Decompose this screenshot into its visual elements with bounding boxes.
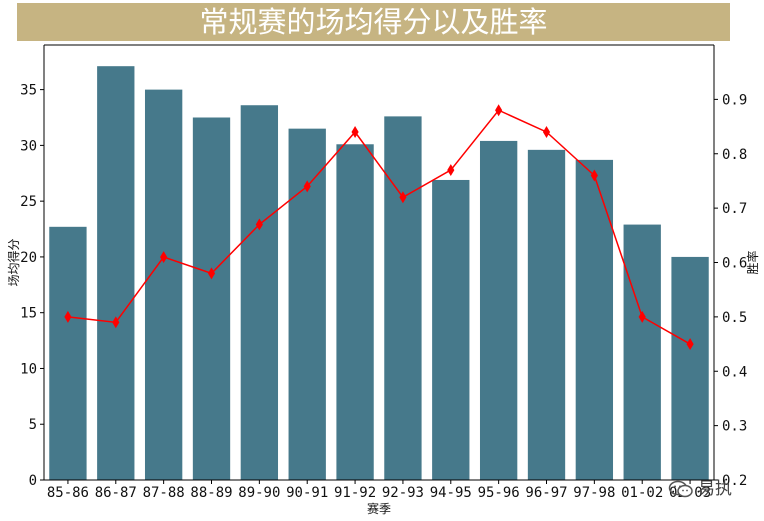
- chart-title: 常规赛的场均得分以及胜率: [199, 5, 548, 39]
- y-right-tick-label: 0.7: [722, 201, 747, 217]
- x-tick-label: 88-89: [190, 485, 232, 501]
- bar-85-86: [49, 226, 87, 480]
- y-right-tick-label: 0.3: [722, 419, 747, 435]
- bar-86-87: [97, 66, 135, 480]
- winrate-point-87-88: [160, 251, 168, 264]
- winrate-point-85-86: [64, 310, 72, 323]
- wechat-icon: [668, 480, 693, 498]
- winrate-point-89-90: [255, 218, 263, 231]
- y-right-tick-label: 0.5: [722, 310, 747, 326]
- x-tick-label: 94-95: [430, 485, 472, 501]
- x-axis-title: 赛季: [367, 501, 391, 516]
- bar-01-02: [623, 224, 661, 480]
- bar-95-96: [479, 140, 518, 481]
- y-left-axis-title: 场均得分: [6, 238, 21, 286]
- bar-88-89: [192, 117, 231, 480]
- x-tick-label: 92-93: [382, 485, 424, 501]
- x-tick-label: 91-92: [334, 485, 376, 501]
- y-left-tick-label: 35: [20, 83, 37, 99]
- winrate-point-96-97: [542, 126, 551, 138]
- winrate-point-02-03: [686, 338, 694, 351]
- bar-91-92: [336, 144, 374, 480]
- bar-02-03: [671, 256, 709, 480]
- winrate-line-layer: [64, 104, 694, 351]
- bar-87-88: [144, 89, 183, 481]
- bar-96-97: [527, 149, 566, 480]
- watermark-text: 易执: [698, 479, 732, 499]
- y-left-tick-label: 25: [20, 194, 37, 210]
- winrate-point-86-87: [112, 316, 120, 329]
- y-right-tick-label: 0.4: [722, 364, 747, 380]
- y-left-tick-label: 20: [20, 250, 37, 266]
- y-right-tick-label: 0.9: [722, 92, 747, 108]
- title-banner: 常规赛的场均得分以及胜率: [17, 3, 730, 41]
- y-right-tick-label: 0.2: [722, 473, 747, 489]
- bar-92-93: [384, 116, 422, 480]
- winrate-point-90-91: [303, 180, 311, 193]
- bar-94-95: [432, 179, 470, 480]
- x-tick-label: 85-86: [47, 485, 89, 501]
- watermark: 易执: [668, 478, 748, 500]
- y-left-tick-label: 5: [29, 417, 37, 433]
- winrate-point-92-93: [399, 191, 407, 204]
- bar-89-90: [240, 105, 279, 480]
- winrate-point-01-02: [638, 310, 646, 323]
- winrate-point-95-96: [495, 104, 503, 117]
- x-tick-label: 95-96: [478, 485, 520, 501]
- winrate-line: [67, 109, 691, 345]
- x-tick-label: 01-02: [621, 485, 663, 501]
- x-tick-label: 87-88: [143, 485, 185, 501]
- winrate-point-94-95: [447, 164, 455, 177]
- bar-97-98: [575, 159, 614, 480]
- y-right-tick-label: 0.8: [722, 147, 747, 163]
- x-tick-label: 90-91: [286, 485, 328, 501]
- bars-layer: [49, 66, 709, 481]
- y-left-tick-label: 15: [20, 306, 37, 322]
- winrate-point-91-92: [351, 126, 359, 138]
- x-tick-label: 96-97: [525, 485, 567, 501]
- axes-layer: [40, 44, 718, 484]
- y-right-axis-title: 胜率: [745, 250, 760, 274]
- winrate-point-97-98: [590, 169, 598, 182]
- winrate-point-88-89: [207, 267, 216, 280]
- x-tick-label: 86-87: [95, 485, 137, 501]
- y-right-tick-label: 0.6: [722, 256, 747, 272]
- x-tick-label: 89-90: [238, 485, 280, 501]
- y-left-tick-label: 10: [20, 361, 37, 377]
- y-left-tick-label: 30: [20, 138, 37, 154]
- y-left-tick-label: 0: [29, 473, 37, 489]
- x-tick-label: 97-98: [573, 485, 615, 501]
